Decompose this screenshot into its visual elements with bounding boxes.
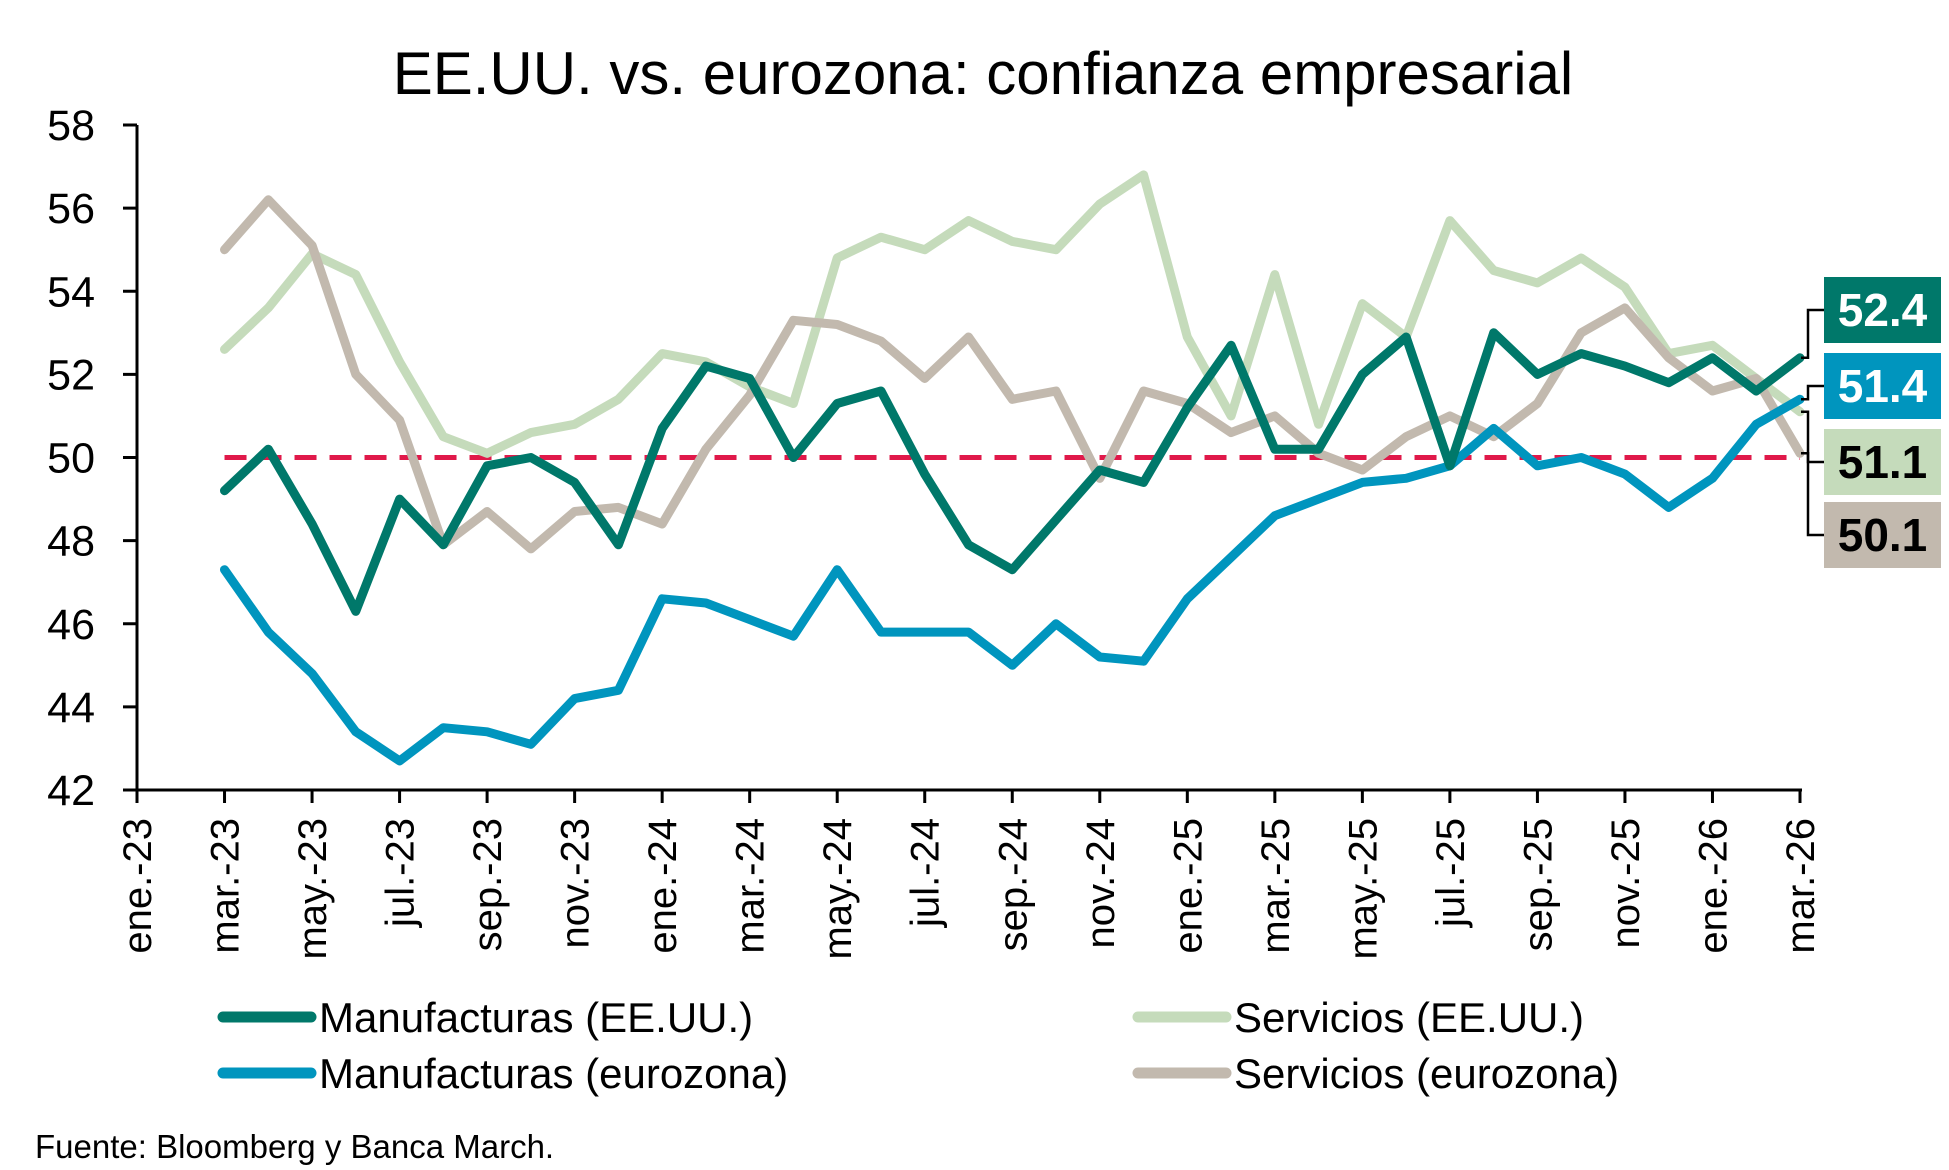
series-layer bbox=[220, 170, 1805, 766]
end-label-connector bbox=[1801, 308, 1824, 360]
legend-label: Manufacturas (EE.UU.) bbox=[319, 994, 753, 1041]
legend-label: Manufacturas (eurozona) bbox=[319, 1050, 788, 1097]
x-tick-label: ene.-24 bbox=[641, 818, 685, 954]
legend-item: Manufacturas (eurozona) bbox=[217, 1050, 788, 1097]
axes: 42 44 46 48 50 52 54 56 58 ene.-23 mar.-23 may.-23 j… bbox=[47, 102, 1823, 960]
y-tick-label: 48 bbox=[47, 518, 95, 566]
x-tick-label: jul.-23 bbox=[379, 818, 423, 928]
x-tick-label: nov.-25 bbox=[1604, 818, 1648, 948]
end-label-value: 52.4 bbox=[1838, 284, 1928, 336]
x-tick-label: mar.-25 bbox=[1254, 818, 1298, 954]
x-tick-label: ene.-25 bbox=[1166, 818, 1210, 954]
legend-label: Servicios (eurozona) bbox=[1234, 1050, 1619, 1097]
source-note: Fuente: Bloomberg y Banca March. bbox=[35, 1128, 554, 1165]
x-tick-label: may.-24 bbox=[816, 818, 860, 960]
y-tick-label: 44 bbox=[47, 684, 95, 732]
x-tick-label: sep.-25 bbox=[1516, 818, 1560, 951]
legend: Manufacturas (EE.UU.) Servicios (EE.UU.) M… bbox=[217, 994, 1619, 1097]
y-tick-label: 54 bbox=[47, 268, 95, 316]
x-tick-label: mar.-26 bbox=[1779, 818, 1823, 954]
legend-item: Manufacturas (EE.UU.) bbox=[217, 994, 753, 1041]
end-label-box bbox=[1824, 277, 1941, 343]
x-tick-label: jul.-25 bbox=[1429, 818, 1473, 928]
y-tick-label: 46 bbox=[47, 601, 95, 649]
series-line-manufacturas-eurozona bbox=[220, 394, 1805, 766]
x-tick-label: jul.-24 bbox=[904, 818, 948, 928]
x-tick-label: nov.-24 bbox=[1079, 818, 1123, 948]
series-line-servicios-ee-uu bbox=[220, 170, 1805, 458]
end-label-connector bbox=[1801, 410, 1824, 464]
y-tick-label: 58 bbox=[47, 102, 95, 150]
y-tick-label: 42 bbox=[47, 767, 95, 815]
series-line-manufacturas-ee-uu bbox=[220, 328, 1805, 616]
end-labels: 52.4 51.4 51.1 50.1 bbox=[1801, 277, 1941, 568]
x-tick-label: mar.-23 bbox=[204, 818, 248, 954]
end-label-value: 51.1 bbox=[1838, 436, 1928, 488]
x-tick-label: mar.-24 bbox=[729, 818, 773, 954]
end-label-connector bbox=[1801, 384, 1824, 401]
end-label-box bbox=[1824, 353, 1941, 419]
x-tick-label: may.-23 bbox=[291, 818, 335, 960]
x-tick-label: nov.-23 bbox=[554, 818, 598, 948]
legend-label: Servicios (EE.UU.) bbox=[1234, 994, 1584, 1041]
series-line-servicios-eurozona bbox=[220, 195, 1805, 554]
x-tick-label: may.-25 bbox=[1341, 818, 1385, 960]
end-label-connector bbox=[1801, 452, 1824, 537]
end-label-box bbox=[1824, 502, 1941, 568]
chart-title: EE.UU. vs. eurozona: confianza empresari… bbox=[393, 40, 1574, 107]
x-tick-label: ene.-23 bbox=[116, 818, 160, 954]
x-tick-label: sep.-24 bbox=[991, 818, 1035, 951]
legend-item: Servicios (EE.UU.) bbox=[1132, 994, 1584, 1041]
y-tick-label: 56 bbox=[47, 185, 95, 233]
end-label-value: 50.1 bbox=[1838, 509, 1928, 561]
y-tick-label: 50 bbox=[47, 435, 95, 483]
x-tick-label: sep.-23 bbox=[466, 818, 510, 951]
end-label-value: 51.4 bbox=[1838, 360, 1928, 412]
legend-item: Servicios (eurozona) bbox=[1132, 1050, 1619, 1097]
x-tick-label: ene.-26 bbox=[1691, 818, 1735, 954]
y-tick-label: 52 bbox=[47, 351, 95, 399]
end-label-box bbox=[1824, 429, 1941, 495]
